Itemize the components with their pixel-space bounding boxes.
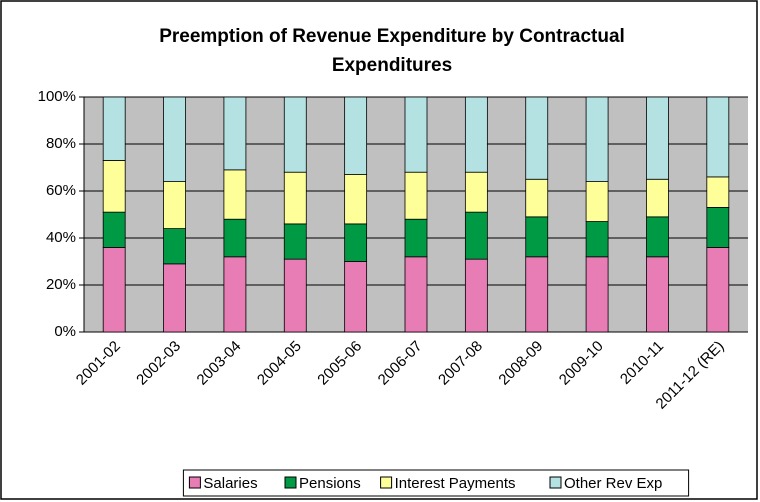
bar-segment [163,181,186,230]
bar-segment [404,171,428,220]
bar-segment [464,96,488,173]
bar-segment [585,96,609,182]
bar-segment [525,216,549,258]
bar-segment [646,178,669,218]
chart-title: Preemption of Revenue Expenditure by Con… [159,26,625,47]
legend-swatch [284,476,297,489]
bar-segment [464,171,488,213]
bar-segment [344,261,368,333]
bar-segment [525,178,549,218]
bar-segment [404,96,428,173]
bar-segment [344,96,368,175]
legend-swatch [549,476,562,489]
bar-segment [283,171,307,225]
bar-segment [163,263,186,333]
bar-segment [344,174,368,225]
bar-segment [646,256,669,333]
legend-label: Other Rev Exp [564,475,662,492]
bar-segment [102,160,126,213]
bar-segment [525,96,549,180]
bar-segment [525,256,549,333]
bar-segment [283,96,307,173]
bar-segment [283,258,307,333]
bar-segment [163,96,186,182]
y-tick-label: 0% [54,323,76,340]
legend-swatch [380,476,393,489]
bar-segment [283,223,307,260]
legend-label: Interest Payments [395,475,516,492]
legend-swatch [188,476,201,489]
bar-segment [344,223,368,262]
y-tick-label: 20% [46,276,76,293]
bar-segment [464,211,488,260]
bar-segment [223,256,247,333]
bar-segment [706,207,730,248]
bar-segment [646,96,669,180]
bar-segment [223,96,247,171]
bar-segment [404,256,428,333]
y-tick-label: 40% [46,229,76,246]
bar-segment [102,246,126,333]
bar-segment [646,216,669,258]
y-tick-label: 60% [46,182,76,199]
bar-segment [223,218,247,258]
bar-segment [585,181,609,222]
legend-label: Salaries [203,475,257,492]
bar-segment [404,218,428,258]
chart-title: Expenditures [332,55,452,76]
legend-box [182,469,690,497]
bar-segment [706,96,730,178]
legend-label: Pensions [299,475,361,492]
y-tick-label: 80% [46,135,76,152]
bar-segment [102,211,126,248]
y-tick-label: 100% [38,88,76,105]
bar-segment [585,256,609,333]
bar-segment [585,221,609,258]
bar-segment [102,96,126,161]
bar-segment [163,228,186,265]
bar-segment [464,258,488,333]
bar-segment [706,176,730,208]
bar-segment [223,169,247,220]
bar-segment [706,246,730,333]
